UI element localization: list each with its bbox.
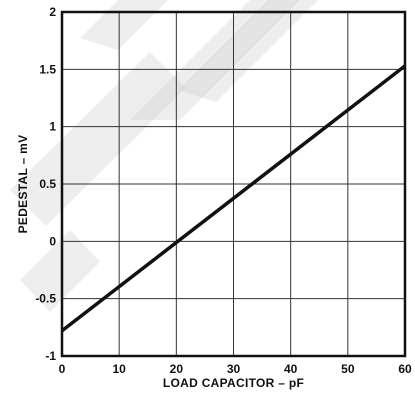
x-tick-label: 20 (170, 362, 184, 376)
watermark-shape (10, 52, 186, 226)
watermark (10, 0, 318, 312)
x-tick-label: 30 (227, 362, 241, 376)
x-tick-label: 50 (341, 362, 355, 376)
watermark-shape (130, 0, 300, 120)
x-tick-label: 0 (59, 362, 66, 376)
x-tick-labels: 0 10 20 30 40 50 60 (59, 362, 412, 376)
y-tick-labels: -1 -0.5 0 0.5 1 1.5 2 (35, 5, 56, 363)
series-line (60, 64, 407, 333)
y-tick-label: 1.5 (39, 62, 56, 76)
x-tick-label: 60 (398, 362, 412, 376)
watermark-shape (178, 0, 318, 102)
plot-border (60, 10, 407, 358)
y-axis-title: PEDESTAL – mV (16, 135, 30, 234)
x-tick-label: 40 (284, 362, 298, 376)
watermark-shape (80, 0, 168, 50)
grid (61, 11, 406, 357)
y-tick-label: -1 (45, 349, 56, 363)
x-tick-label: 10 (112, 362, 126, 376)
x-axis-title: LOAD CAPACITOR – pF (163, 376, 304, 390)
y-tick-label: -0.5 (35, 292, 56, 306)
y-tick-label: 1 (49, 120, 56, 134)
y-tick-label: 0.5 (39, 177, 56, 191)
y-tick-label: 2 (49, 5, 56, 19)
series (60, 64, 407, 333)
plot-frame (60, 10, 407, 358)
y-tick-label: 0 (49, 234, 56, 248)
watermark-shape (20, 230, 100, 312)
